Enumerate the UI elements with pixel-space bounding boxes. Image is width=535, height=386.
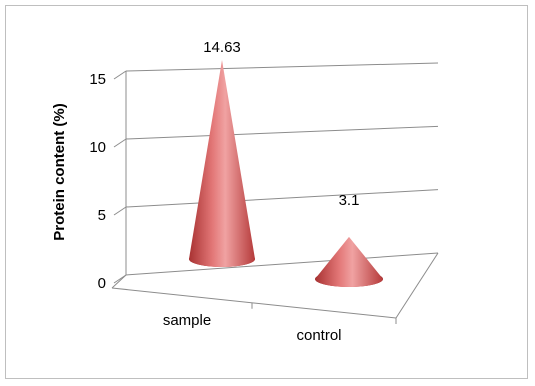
y-tick-label: 10 [89, 139, 106, 156]
y-axis-label: Protein content (%) [51, 103, 68, 241]
category-labels: sample control [163, 312, 342, 344]
cone-body [189, 60, 255, 268]
data-labels: 14.63 3.1 [203, 39, 359, 209]
gridline [125, 62, 439, 72]
chart-walls [111, 71, 439, 324]
y-tick-mark [113, 138, 127, 148]
y-axis-ticks: 0 5 10 15 [89, 70, 127, 292]
floor-left-edge [111, 274, 127, 289]
cone-body [315, 236, 383, 287]
floor-right-edge [395, 252, 439, 319]
category-label-sample: sample [163, 312, 211, 329]
gridline [125, 125, 439, 140]
gridlines [125, 62, 439, 276]
data-label-control: 3.1 [339, 192, 360, 209]
cone-series [189, 60, 383, 287]
floor-front-edge [111, 287, 397, 319]
y-tick-label: 15 [89, 71, 106, 88]
gridline [125, 252, 439, 276]
cone-control [315, 236, 383, 287]
y-tick-label: 5 [98, 207, 106, 224]
y-tick-label: 0 [98, 275, 106, 292]
cone-sample [189, 60, 255, 268]
category-label-control: control [296, 327, 341, 344]
y-tick-mark [113, 206, 127, 216]
data-label-sample: 14.63 [203, 39, 241, 56]
gridline [125, 189, 439, 208]
y-tick-mark [113, 274, 127, 284]
y-tick-mark [113, 70, 127, 80]
